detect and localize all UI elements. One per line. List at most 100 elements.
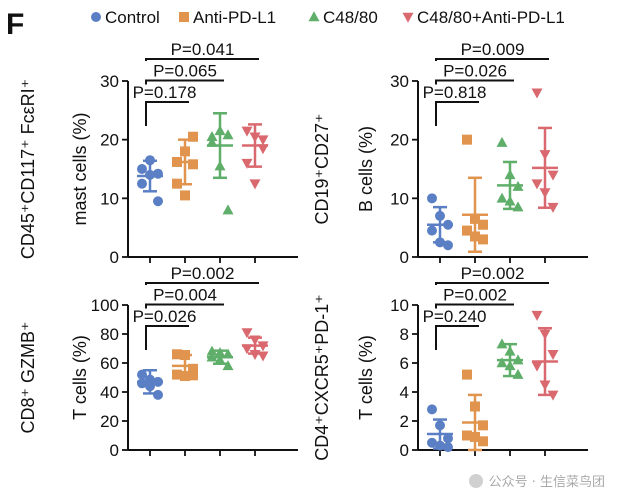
data-point (206, 351, 218, 362)
y-tick-label: 40 (100, 383, 119, 402)
data-point (172, 156, 182, 167)
y-tick-label: 4 (400, 383, 409, 402)
data-point (547, 202, 559, 213)
legend-marker (91, 12, 101, 22)
data-point (512, 201, 524, 212)
data-point (222, 360, 234, 371)
data-point (241, 328, 253, 339)
p-value-label: P=0.041 (171, 40, 235, 59)
data-point (188, 363, 198, 374)
data-point (153, 168, 163, 179)
p-value-label: P=0.240 (423, 307, 487, 326)
data-point (257, 341, 269, 352)
p-value-label: P=0.178 (133, 83, 197, 102)
data-point (504, 345, 516, 356)
p-value-label: P=0.026 (133, 307, 197, 326)
group-anti-pd-l1 (462, 369, 488, 452)
data-point (241, 344, 253, 355)
p-value-label: P=0.002 (443, 286, 507, 305)
data-point (443, 240, 453, 251)
y-axis-label: CD45⁺CD117⁺ FcεRI⁺ (18, 79, 38, 259)
y-tick-label: 60 (100, 354, 119, 373)
data-point (137, 178, 147, 189)
data-point (180, 146, 190, 157)
data-point (531, 88, 543, 99)
group-c48-80-anti-pd-l1 (531, 88, 559, 213)
group-c48-80 (206, 345, 234, 371)
data-point (435, 440, 445, 451)
chart-cd4: 0 2 4 6 8 10 CD4⁺CXCR5⁺PD-1⁺ T cells (%) P=0.240… (312, 264, 588, 461)
data-point (188, 159, 198, 170)
data-point (470, 213, 480, 224)
legend-item: C48/80 (308, 8, 378, 27)
y-tick-label: 30 (100, 72, 119, 91)
y-axis-label-2: mast cells (%) (70, 112, 90, 225)
y-axis-label: CD8⁺ GZMB⁺ (18, 321, 38, 433)
p-value-label: P=0.004 (153, 286, 217, 305)
legend-label: Anti-PD-L1 (193, 8, 276, 27)
group-c48-80-anti-pd-l1 (241, 328, 269, 362)
y-tick-label: 10 (100, 189, 119, 208)
data-point (145, 381, 155, 392)
chart-cd8: 0 20 40 60 80 100 CD8⁺ GZMB⁺ T cells (%) P=0.026… (18, 264, 298, 460)
data-point (504, 169, 516, 180)
group-anti-pd-l1 (462, 134, 488, 253)
panel-letter: F (6, 8, 24, 41)
group-control (137, 369, 163, 400)
data-point (427, 225, 437, 236)
data-point (435, 237, 445, 248)
data-point (180, 350, 190, 361)
y-tick-label: 0 (110, 248, 119, 267)
p-value-label: P=0.002 (461, 264, 525, 283)
data-point (188, 370, 198, 381)
chat-bubble-icon (468, 474, 483, 488)
data-point (531, 361, 543, 372)
data-point (462, 369, 472, 380)
data-point (443, 442, 453, 453)
data-point (180, 371, 190, 382)
p-value-label: P=0.002 (171, 264, 235, 283)
y-tick-label: 2 (400, 412, 409, 431)
data-point (137, 378, 147, 389)
data-point (496, 136, 508, 147)
data-point (249, 179, 261, 190)
data-point (257, 351, 269, 362)
y-tick-label: 80 (100, 325, 119, 344)
data-point (470, 431, 480, 442)
legend-marker (308, 11, 320, 22)
legend-label: C48/80 (323, 8, 378, 27)
data-point (249, 350, 261, 361)
y-tick-label: 0 (400, 441, 409, 460)
y-tick-label: 20 (100, 412, 119, 431)
legend: Control Anti-PD-L1 C48/80 C48/80+Anti-PD-L1 (91, 8, 565, 27)
data-point (257, 144, 269, 155)
watermark: 公众号 · 生信菜鸟团 (468, 471, 605, 490)
p-value-label: P=0.009 (461, 40, 525, 59)
data-point (462, 430, 472, 441)
data-point (470, 401, 480, 412)
y-axis-label-2: T cells (%) (70, 335, 90, 420)
y-tick-label: 0 (400, 248, 409, 267)
group-anti-pd-l1 (172, 131, 198, 201)
y-axis-label: CD19⁺CD27⁺ (312, 113, 332, 224)
data-point (206, 130, 218, 141)
group-anti-pd-l1 (172, 349, 198, 382)
data-point (478, 420, 488, 431)
data-point (222, 129, 234, 140)
legend-marker (179, 12, 189, 22)
data-point (137, 369, 147, 380)
data-point (512, 180, 524, 191)
data-point (539, 188, 551, 199)
data-point (478, 436, 488, 447)
p-value-label: P=0.818 (423, 83, 487, 102)
y-tick-label: 20 (390, 131, 409, 150)
data-point (435, 210, 445, 221)
data-point (241, 126, 253, 137)
legend-item: Control (91, 8, 160, 27)
data-point (531, 179, 543, 190)
y-tick-label: 30 (390, 72, 409, 91)
group-c48-80 (496, 338, 524, 379)
data-point (539, 150, 551, 161)
p-value-label: P=0.026 (443, 62, 507, 81)
group-c48-80-anti-pd-l1 (241, 123, 269, 190)
